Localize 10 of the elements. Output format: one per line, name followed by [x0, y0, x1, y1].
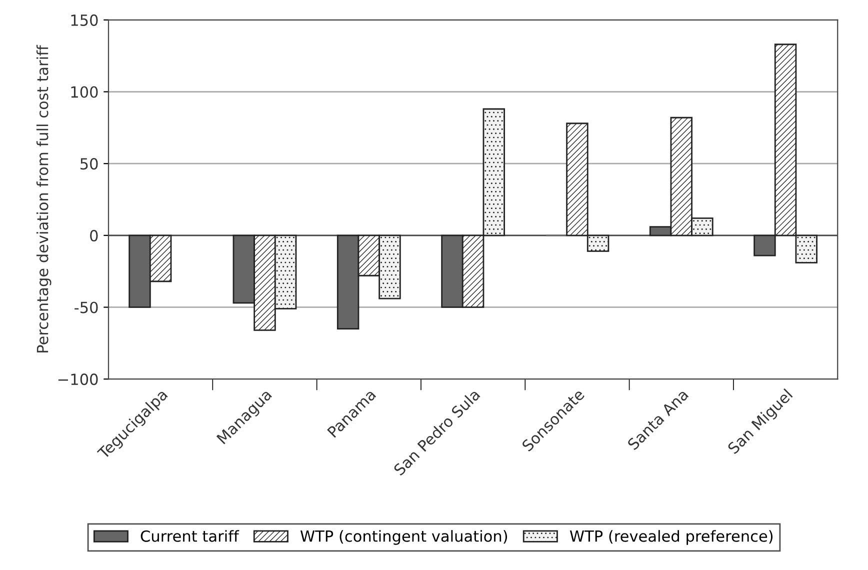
legend-label: Current tariff — [140, 530, 240, 542]
y-axis-title: Percentage deviation from full cost tariff — [36, 44, 52, 352]
legend-label: WTP (revealed preference) — [570, 530, 773, 545]
legend-label: WTP (contingent valuation) — [300, 530, 508, 545]
y-tick-label: -50 — [74, 302, 98, 314]
y-tick-label: 50 — [80, 158, 98, 170]
y-tick-label: 150 — [71, 14, 98, 26]
y-tick-label: −100 — [58, 374, 98, 386]
y-tick-label: 100 — [71, 86, 98, 98]
y-tick-label: 0 — [90, 230, 98, 242]
